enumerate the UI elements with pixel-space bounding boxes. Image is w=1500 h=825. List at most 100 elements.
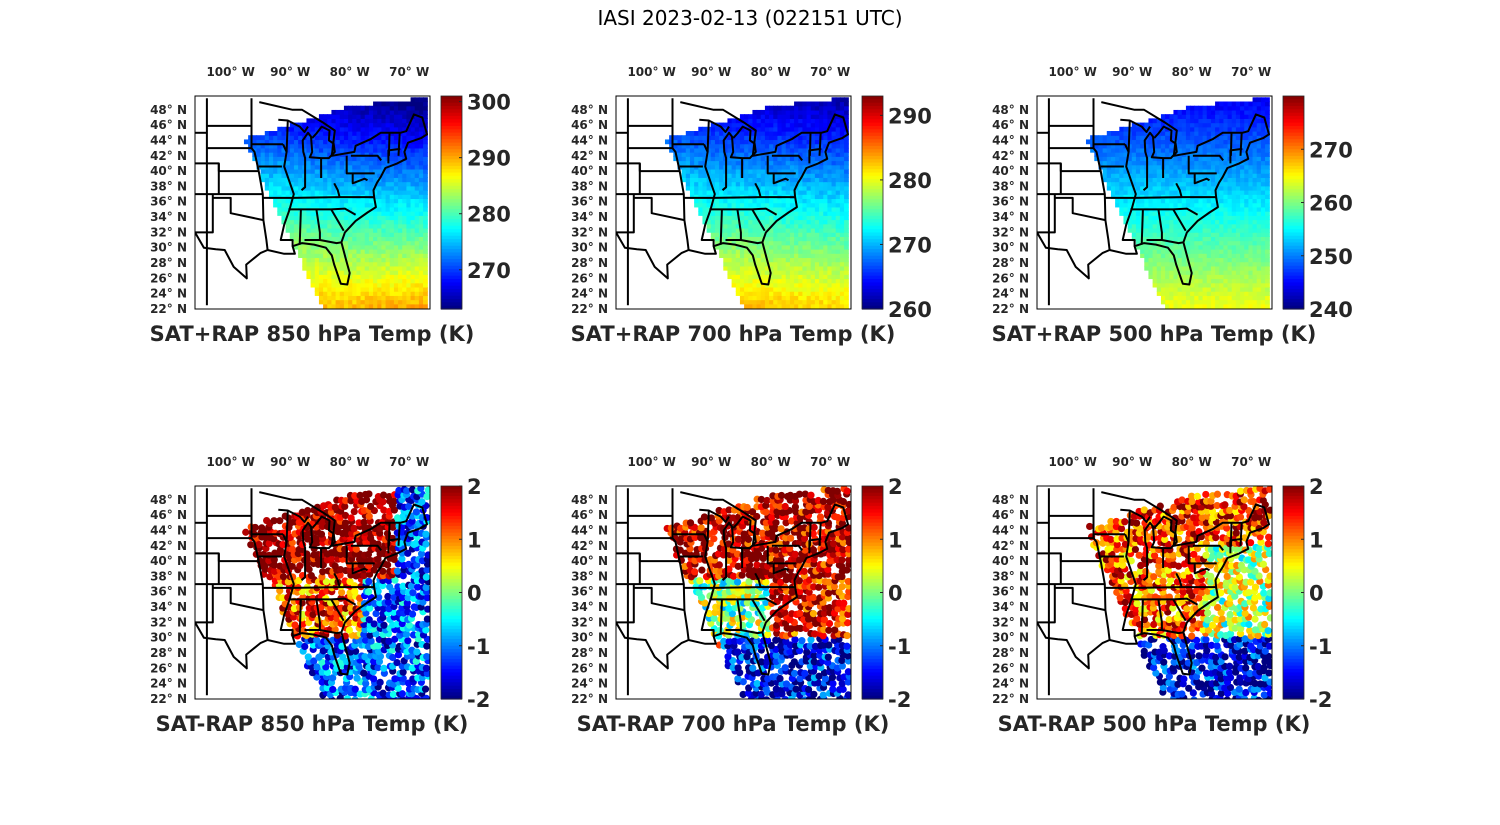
colorbar-segment (441, 232, 462, 237)
data-cell (802, 227, 808, 233)
data-cell (423, 168, 428, 174)
data-cell (406, 215, 412, 221)
data-cell (1219, 168, 1225, 174)
data-cell (835, 278, 841, 284)
data-cell (819, 194, 824, 200)
data-cell (773, 118, 779, 124)
data-cell (723, 126, 729, 132)
data-cell (1227, 249, 1233, 254)
data-cell (1194, 202, 1200, 208)
data-cell (352, 109, 358, 115)
data-cell (402, 105, 408, 111)
data-cell (823, 257, 829, 263)
data-cell (1152, 202, 1158, 208)
data-cell (1119, 173, 1125, 178)
data-cell (377, 240, 383, 246)
data-cell (385, 232, 391, 237)
data-cell (810, 223, 816, 229)
data-cell (835, 299, 841, 305)
data-cell (1165, 282, 1170, 288)
data-cell (1173, 190, 1179, 195)
data-cell (1165, 303, 1170, 309)
data-cell (706, 164, 712, 170)
data-cell (277, 152, 283, 157)
lat-tick-label: 38° N (150, 179, 187, 193)
data-cell (298, 135, 303, 141)
data-cell (785, 109, 791, 115)
data-cell (1194, 261, 1200, 267)
data-cell (306, 223, 312, 229)
data-cell (773, 270, 779, 275)
data-cell (1265, 253, 1270, 259)
data-cell (752, 219, 758, 225)
data-cell (1165, 219, 1170, 225)
data-cell (1177, 265, 1183, 271)
data-cell (748, 240, 754, 246)
data-cell (748, 223, 754, 229)
data-cell (331, 295, 337, 301)
data-cell (731, 227, 737, 233)
data-cell (368, 211, 374, 216)
data-cell (1227, 215, 1233, 221)
data-cell (777, 240, 783, 246)
data-cell (744, 282, 749, 288)
data-cell (731, 244, 737, 250)
data-cell (373, 282, 378, 288)
data-cell (406, 143, 412, 149)
data-cell (1219, 244, 1225, 250)
data-cell (406, 135, 412, 141)
data-cell (1231, 227, 1237, 233)
data-cell (1231, 274, 1237, 280)
data-cell (777, 206, 783, 212)
data-cell (1173, 265, 1179, 271)
data-cell (418, 227, 424, 233)
data-cell (1265, 244, 1270, 250)
data-cell (1231, 190, 1237, 195)
data-cell (1106, 139, 1112, 145)
data-cell (823, 177, 829, 183)
data-cell (1252, 249, 1258, 254)
data-cell (1202, 181, 1208, 187)
data-cell (739, 211, 745, 216)
data-cell (814, 211, 820, 216)
data-cell (839, 303, 845, 309)
data-cell (1190, 190, 1195, 195)
data-cell (1215, 265, 1220, 271)
data-cell (323, 164, 328, 170)
data-cell (335, 147, 341, 153)
data-cell (1169, 236, 1175, 242)
data-cell (418, 131, 424, 136)
data-cell (819, 303, 824, 309)
data-cell (756, 173, 762, 178)
data-cell (1198, 143, 1204, 149)
data-cell (810, 139, 816, 145)
data-cell (414, 177, 420, 183)
data-cell (298, 253, 303, 259)
data-cell (810, 101, 816, 107)
data-cell (1260, 177, 1266, 183)
data-cell (364, 265, 370, 271)
data-cell (1240, 168, 1245, 174)
data-cell (839, 173, 845, 178)
data-cell (306, 274, 312, 280)
colorbar-segment (441, 235, 462, 240)
colorbar-segment (862, 96, 883, 100)
data-cell (1223, 291, 1229, 296)
data-cell (1148, 156, 1154, 162)
data-cell (302, 190, 308, 195)
data-cell (802, 206, 808, 212)
data-cell (806, 257, 812, 263)
data-cell (1265, 232, 1270, 237)
data-cell (802, 291, 808, 296)
data-cell (814, 303, 820, 309)
data-cell (402, 265, 408, 271)
data-cell (823, 240, 829, 246)
data-cell (827, 278, 833, 284)
data-cell (385, 253, 391, 259)
data-cell (727, 160, 733, 166)
data-cell (1223, 236, 1229, 242)
data-cell (1194, 152, 1200, 157)
data-cell (1198, 253, 1204, 259)
data-cell (373, 135, 378, 141)
